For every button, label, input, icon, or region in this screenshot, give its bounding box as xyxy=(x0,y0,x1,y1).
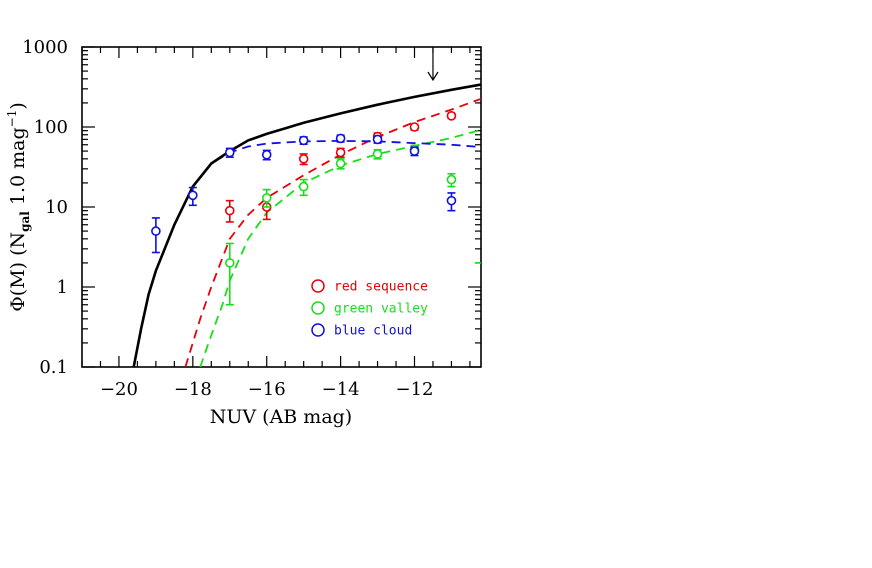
point-green-valley xyxy=(298,181,309,192)
y-tick-label: 10 xyxy=(45,197,68,218)
point-red-sequence xyxy=(335,147,346,158)
arrow-head xyxy=(427,71,439,82)
y-axis-title-rest: 1.0 mag xyxy=(7,127,29,211)
point-blue-cloud xyxy=(335,133,346,144)
legend-label: green valley xyxy=(334,302,428,317)
point-blue-cloud xyxy=(151,226,161,236)
legend-marker xyxy=(311,301,325,315)
point-green-valley xyxy=(335,158,346,169)
x-axis-title: NUV (AB mag) xyxy=(210,406,352,428)
y-axis-title-end: ) xyxy=(7,102,29,109)
x-tick-label: −12 xyxy=(396,379,434,400)
point-red-sequence xyxy=(446,111,457,121)
legend-label: red sequence xyxy=(334,280,428,295)
fit-curve-green-valley xyxy=(199,129,481,367)
fit-curve-blue-cloud xyxy=(132,139,481,367)
axis-tick-labels: −20 −18 −16 −14 −12 0.1 1 10 100 1000 xyxy=(22,37,433,400)
point-blue-cloud xyxy=(372,134,383,145)
point-blue-cloud xyxy=(261,149,272,160)
y-axis-title-sup: −1 xyxy=(5,110,19,128)
point-green-valley xyxy=(446,174,457,185)
y-axis-title-main: Φ(M) (N xyxy=(7,232,29,312)
y-axis-title: Φ(M) (Ngal 1.0 mag−1) xyxy=(5,102,32,312)
legend-marker xyxy=(311,323,325,337)
fit-curves xyxy=(132,83,481,367)
point-red-sequence xyxy=(298,154,309,164)
legend-label: blue cloud xyxy=(334,324,412,339)
legend: red sequence green valley blue cloud xyxy=(311,279,428,339)
x-tick-label: −18 xyxy=(174,379,212,400)
point-green-valley xyxy=(372,149,383,159)
axis-ticks xyxy=(81,46,481,368)
x-tick-label: −16 xyxy=(248,379,286,400)
limit-arrow xyxy=(427,47,439,82)
fit-curve-red-sequence xyxy=(184,97,481,367)
point-blue-cloud xyxy=(298,135,309,146)
legend-marker xyxy=(311,279,325,293)
point-red-sequence xyxy=(409,122,420,132)
y-tick-label: 0.1 xyxy=(39,357,68,378)
point-green-valley xyxy=(224,258,235,268)
point-blue-cloud xyxy=(188,190,198,201)
point-blue-cloud xyxy=(224,147,235,158)
data-points xyxy=(151,111,457,306)
point-blue-cloud xyxy=(409,146,420,156)
y-tick-label: 100 xyxy=(34,117,68,138)
point-green-valley xyxy=(261,193,272,203)
y-axis-title-sub: gal xyxy=(18,211,32,232)
x-tick-label: −14 xyxy=(322,379,360,400)
x-tick-label: −20 xyxy=(100,379,138,400)
point-blue-cloud xyxy=(446,195,457,206)
y-tick-label: 1 xyxy=(57,277,68,298)
fit-curve-total xyxy=(132,83,481,367)
point-red-sequence xyxy=(224,205,235,216)
y-tick-label: 1000 xyxy=(22,37,68,58)
